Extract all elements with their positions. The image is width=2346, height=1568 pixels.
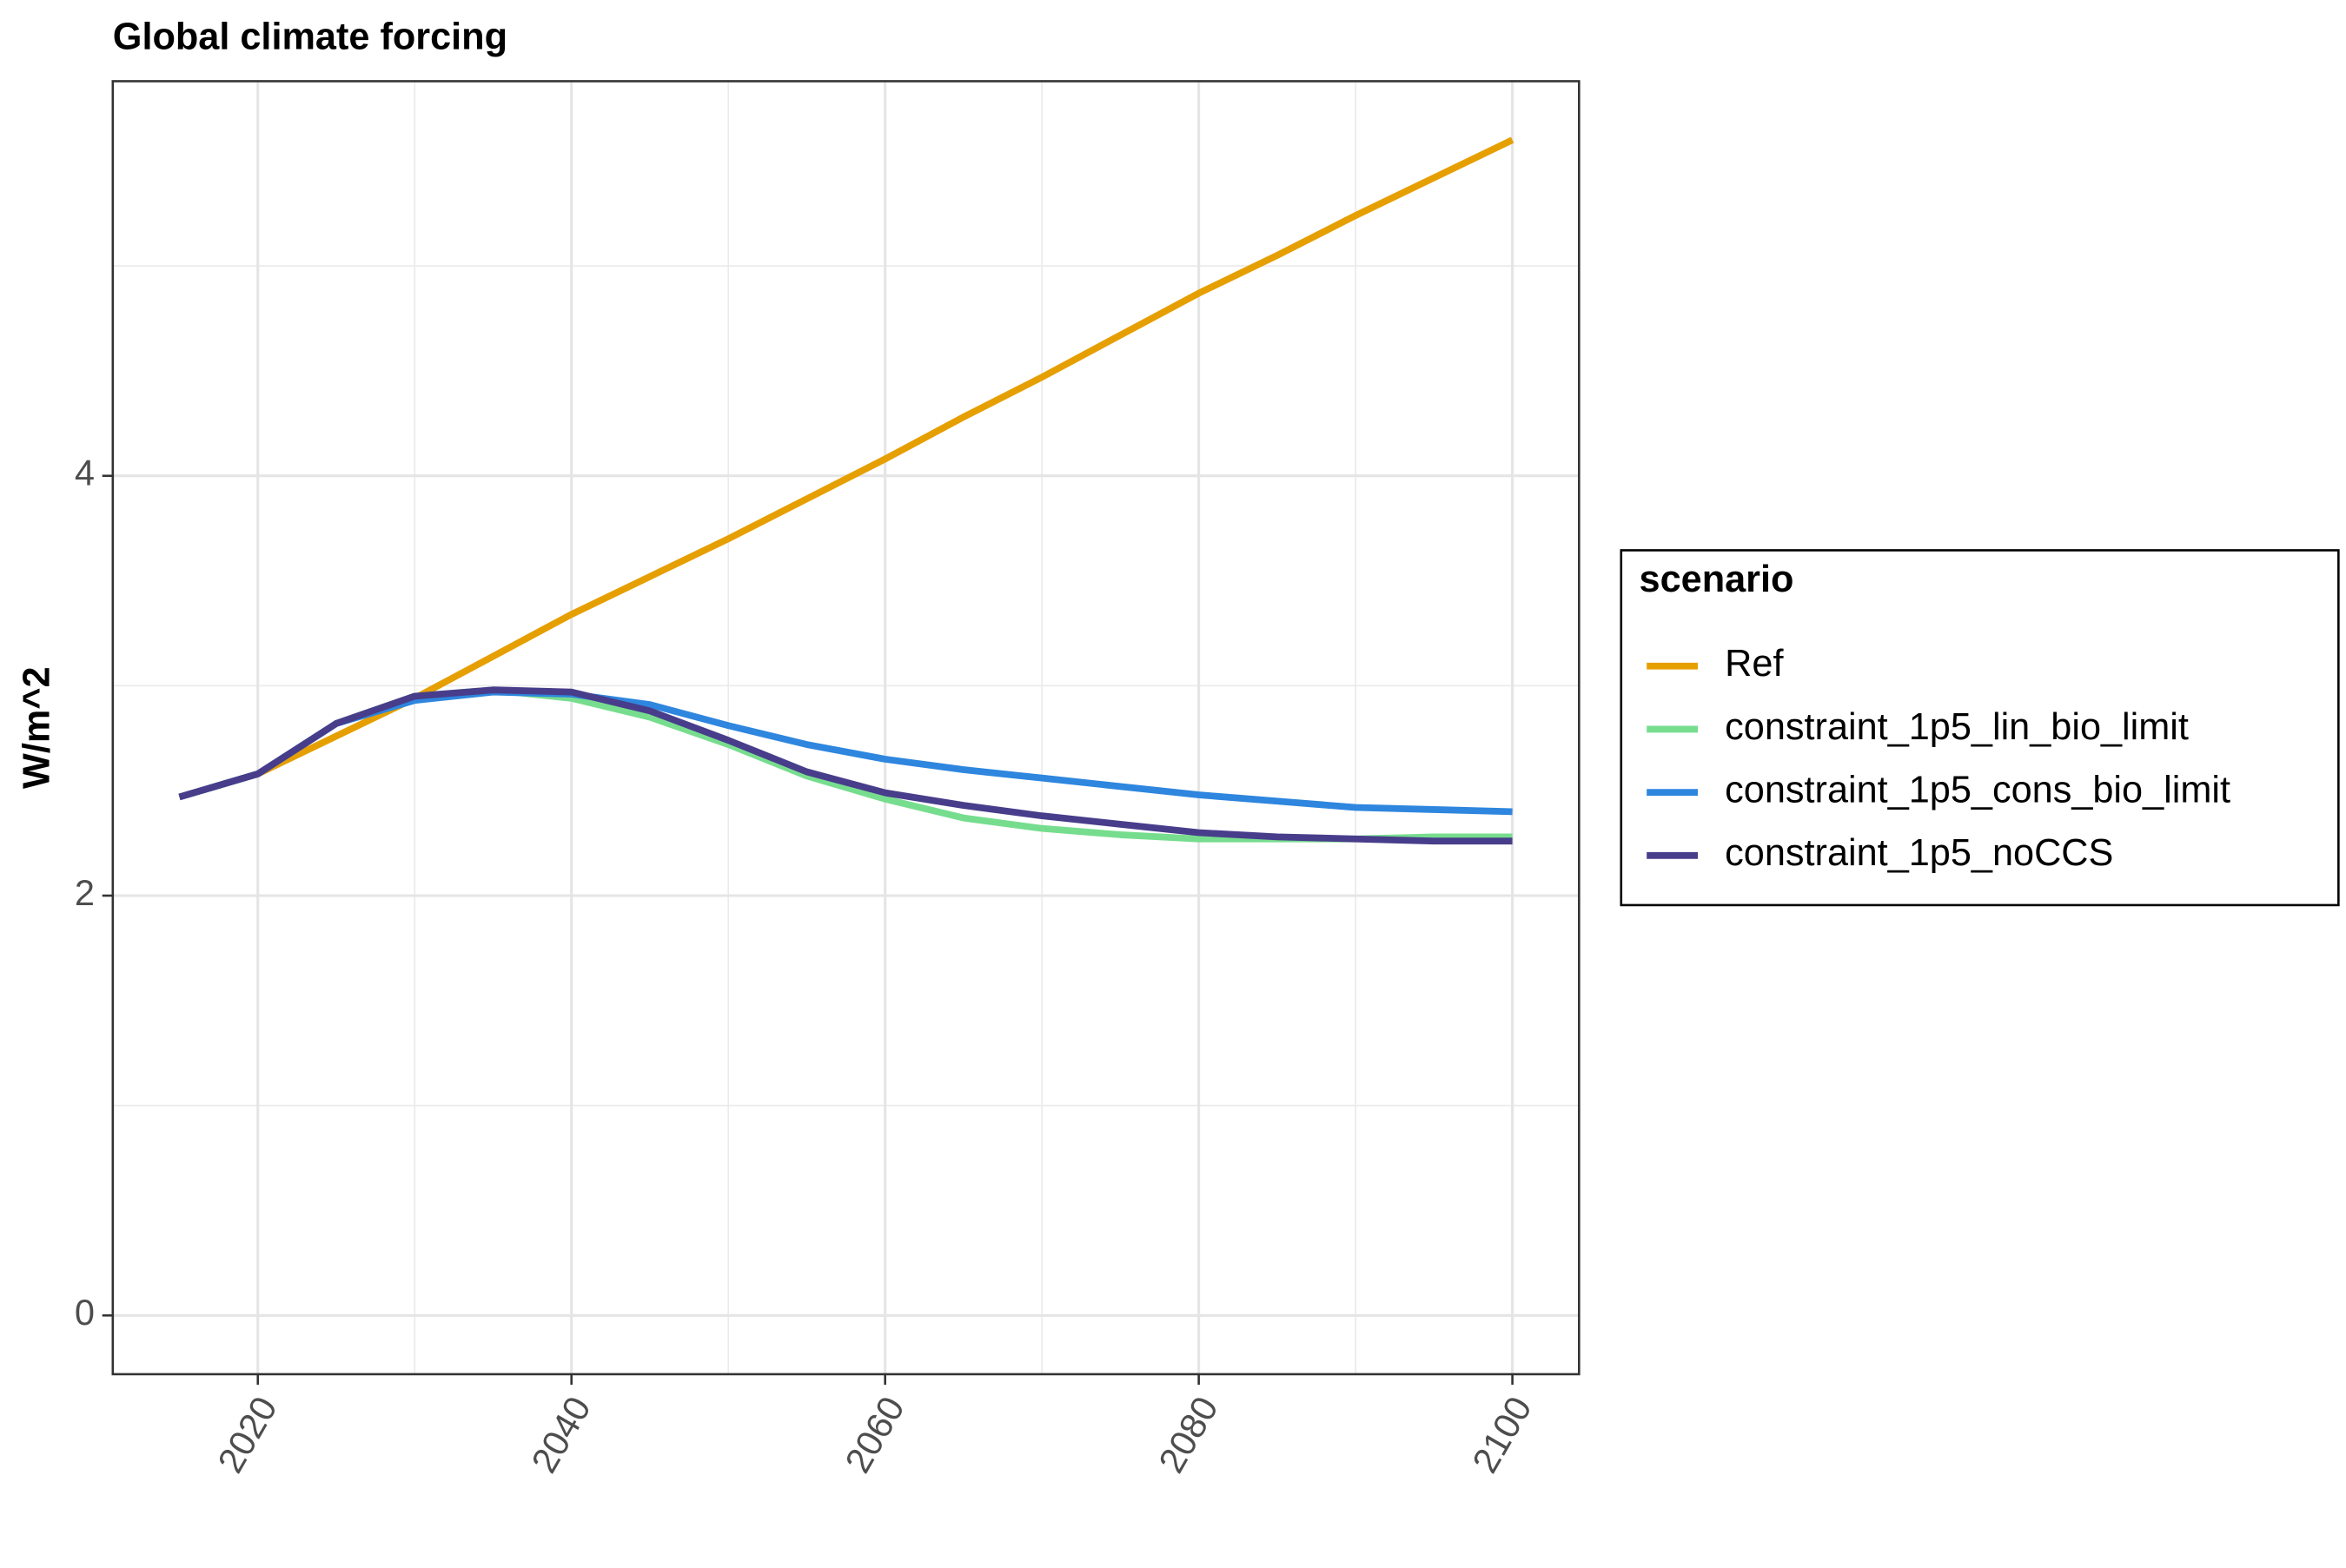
x-tick-label: 2080 <box>1150 1390 1226 1479</box>
series-line <box>178 686 1513 845</box>
plot-border <box>111 80 1581 1376</box>
y-tick-label: 0 <box>75 1292 95 1333</box>
y-tick-label: 2 <box>75 872 95 913</box>
x-tick-label: 2060 <box>837 1390 912 1479</box>
legend-box <box>1620 549 2340 907</box>
legend-label: constraint_1p5_noCCS <box>1725 832 2113 874</box>
legend-label: constraint_1p5_lin_bio_limit <box>1725 706 2189 748</box>
x-tick-label: 2100 <box>1464 1390 1540 1479</box>
legend-label: Ref <box>1725 643 1784 685</box>
legend-label: constraint_1p5_cons_bio_limit <box>1725 770 2230 811</box>
legend-title: scenario <box>1640 559 1794 600</box>
x-tick-label: 2040 <box>523 1390 599 1479</box>
series-line <box>178 136 1514 801</box>
y-axis-label: W/m^2 <box>16 666 57 789</box>
chart-title: Global climate forcing <box>113 16 507 57</box>
y-tick-label: 4 <box>75 453 95 493</box>
x-tick-label: 2020 <box>209 1390 285 1479</box>
